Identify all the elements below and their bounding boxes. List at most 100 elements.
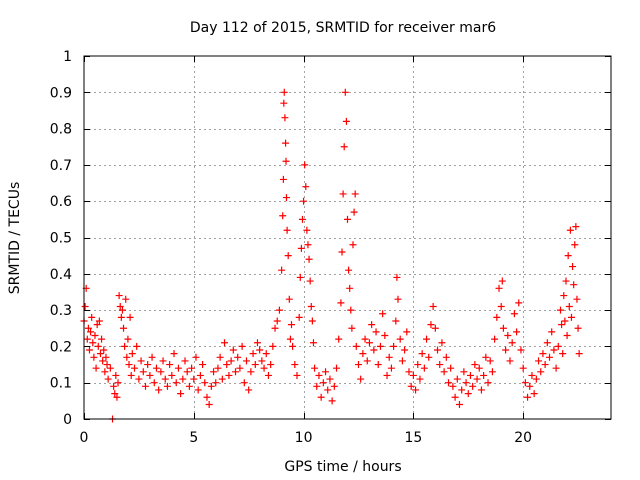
- data-point: [298, 215, 306, 223]
- data-point: [172, 379, 180, 387]
- data-point: [352, 342, 360, 350]
- data-point: [101, 368, 109, 376]
- data-point: [499, 324, 507, 332]
- axis-ticks: [84, 56, 611, 420]
- data-point: [401, 346, 409, 354]
- data-point: [234, 353, 242, 361]
- data-point: [251, 361, 259, 369]
- data-point: [566, 226, 574, 234]
- data-point: [120, 324, 128, 332]
- data-point: [315, 371, 323, 379]
- data-point: [484, 379, 492, 387]
- data-point: [196, 371, 204, 379]
- data-point: [309, 339, 317, 347]
- data-point: [313, 382, 321, 390]
- data-point: [127, 371, 135, 379]
- data-point: [207, 382, 215, 390]
- data-point: [84, 324, 92, 332]
- data-point: [212, 379, 220, 387]
- data-point: [462, 379, 470, 387]
- data-point: [498, 277, 506, 285]
- data-point: [96, 350, 104, 358]
- data-point: [281, 114, 289, 122]
- data-point: [493, 313, 501, 321]
- data-point: [284, 252, 292, 260]
- data-point: [407, 382, 415, 390]
- data-point: [436, 361, 444, 369]
- data-point: [288, 321, 296, 329]
- y-tick-label: 0.3: [50, 303, 72, 319]
- data-point: [102, 353, 110, 361]
- data-point: [126, 313, 134, 321]
- data-point: [434, 346, 442, 354]
- data-point: [564, 252, 572, 260]
- data-point: [574, 324, 582, 332]
- data-point: [227, 357, 235, 365]
- data-point: [466, 371, 474, 379]
- data-point: [280, 88, 288, 96]
- data-point: [128, 350, 136, 358]
- data-point: [330, 382, 338, 390]
- data-point: [94, 342, 102, 350]
- data-point: [118, 306, 126, 314]
- data-point: [273, 317, 281, 325]
- data-point: [291, 361, 299, 369]
- data-point: [190, 375, 198, 383]
- data-point: [311, 364, 319, 372]
- data-point: [532, 375, 540, 383]
- data-point: [376, 342, 384, 350]
- data-point: [166, 361, 174, 369]
- data-point: [203, 393, 211, 401]
- data-point: [305, 255, 313, 263]
- data-point: [99, 357, 107, 365]
- data-point: [170, 350, 178, 358]
- data-point: [414, 361, 422, 369]
- data-point: [185, 382, 193, 390]
- data-point: [455, 400, 463, 408]
- grid: [84, 56, 611, 419]
- data-point: [451, 393, 459, 401]
- data-point: [282, 194, 290, 202]
- data-point: [282, 139, 290, 147]
- data-point: [157, 368, 165, 376]
- data-point: [495, 284, 503, 292]
- data-point: [307, 302, 315, 310]
- data-point: [267, 361, 275, 369]
- data-point: [519, 364, 527, 372]
- data-point: [122, 295, 130, 303]
- data-point: [573, 295, 581, 303]
- data-point: [392, 317, 400, 325]
- data-point: [453, 375, 461, 383]
- data-point: [559, 350, 567, 358]
- data-point: [504, 332, 512, 340]
- data-point: [464, 390, 472, 398]
- data-point: [223, 361, 231, 369]
- data-point: [214, 364, 222, 372]
- x-tick-label: 0: [80, 430, 89, 446]
- data-point: [124, 335, 132, 343]
- data-point: [368, 321, 376, 329]
- data-point: [381, 332, 389, 340]
- data-point: [280, 99, 288, 107]
- data-point: [242, 357, 250, 365]
- data-point: [324, 386, 332, 394]
- data-point: [488, 368, 496, 376]
- data-point: [245, 386, 253, 394]
- data-point: [279, 212, 287, 220]
- data-point: [260, 364, 268, 372]
- plot-frame: [83, 55, 612, 420]
- data-point: [135, 375, 143, 383]
- data-point: [148, 353, 156, 361]
- data-point: [278, 266, 286, 274]
- data-point: [103, 361, 111, 369]
- data-point: [275, 306, 283, 314]
- data-point: [344, 215, 351, 223]
- data-point: [262, 350, 270, 358]
- data-point: [409, 371, 417, 379]
- data-point: [517, 346, 525, 354]
- data-point: [427, 321, 435, 329]
- data-point: [326, 375, 334, 383]
- data-point: [383, 371, 391, 379]
- data-point: [556, 306, 564, 314]
